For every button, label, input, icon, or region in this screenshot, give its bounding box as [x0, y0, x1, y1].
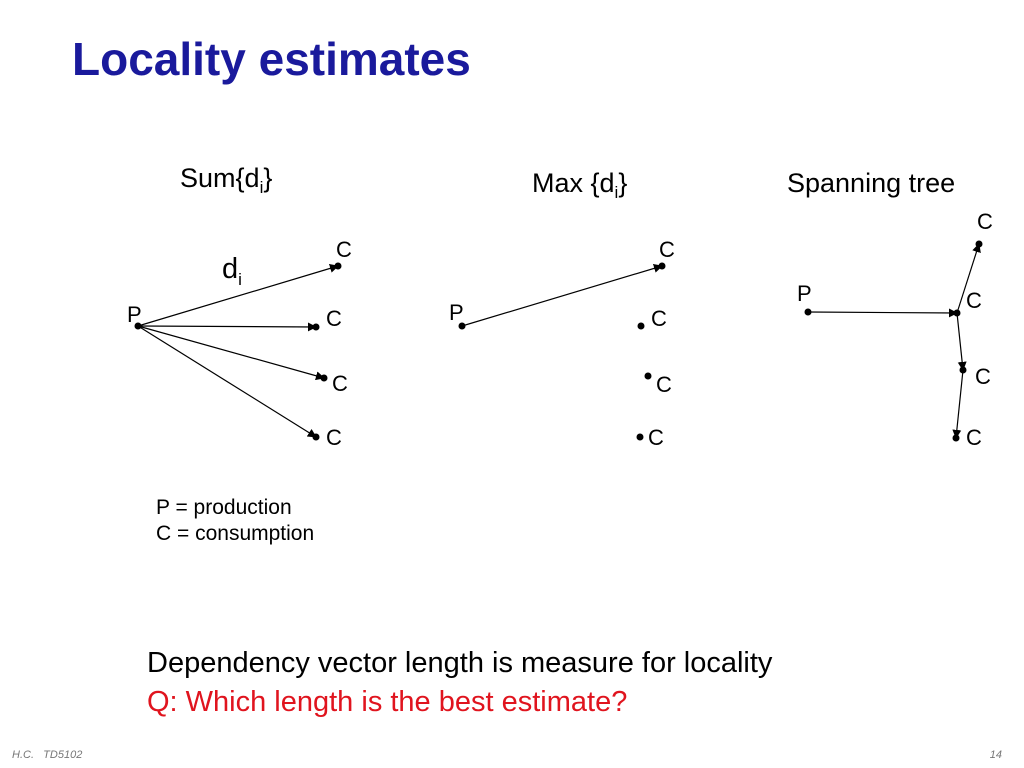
node-c [637, 322, 645, 330]
footer-author: H.C. [12, 749, 34, 761]
node-label-c: C [966, 425, 982, 450]
node-label-p: P [797, 281, 812, 306]
node-label-c: C [651, 306, 667, 331]
edge-p-c1 [137, 264, 339, 327]
panel-label-max: Max {di} [532, 168, 627, 202]
node-c [959, 366, 967, 374]
sum-panel: di P C C C C [127, 237, 352, 450]
edge-p-c4 [137, 325, 317, 438]
edge-p-hub [807, 308, 958, 318]
panel-label-spanning-tree: Spanning tree [787, 168, 955, 198]
node-label-c: C [336, 237, 352, 262]
edge-mid-bottom [952, 369, 964, 439]
edge-hub-top [956, 243, 981, 314]
node-label-c: C [326, 306, 342, 331]
legend-production: P = production [156, 496, 292, 519]
node-label-c: C [332, 371, 348, 396]
statement-line: Dependency vector length is measure for … [147, 647, 773, 679]
edge-hub-mid [956, 312, 967, 371]
node-label-c: C [975, 364, 991, 389]
node-c [975, 240, 983, 248]
node-label-c: C [656, 372, 672, 397]
edge-label-di: di [222, 253, 242, 289]
max-panel: P C C C C [449, 237, 675, 450]
node-c [636, 433, 644, 441]
statement: Dependency vector length is measure for … [147, 644, 772, 722]
edge-p-c3 [137, 325, 325, 381]
node-c [320, 374, 328, 382]
footer-course: TD5102 [43, 749, 83, 761]
node-c [334, 262, 342, 270]
question-line: Q: Which length is the best estimate? [147, 686, 628, 718]
edge-p-c2 [137, 322, 317, 332]
node-label-c: C [648, 425, 664, 450]
footer-credit: H.C. TD5102 [12, 749, 82, 761]
node-label-c: C [659, 237, 675, 262]
panel-label-sum: Sum{di} [180, 163, 272, 197]
node-c [312, 433, 320, 441]
legend: P = production C = consumption [156, 495, 314, 547]
legend-consumption: C = consumption [156, 522, 315, 545]
node-label-c: C [966, 288, 982, 313]
node-label-c: C [326, 425, 342, 450]
node-c [953, 309, 961, 317]
spanning-tree-panel: P C C C C [797, 209, 993, 450]
node-c [312, 323, 320, 331]
node-c [644, 372, 652, 380]
edge-p-c-max [461, 264, 663, 327]
node-c [658, 262, 666, 270]
slide-title: Locality estimates [72, 33, 471, 85]
node-c [952, 434, 960, 442]
node-label-c: C [977, 209, 993, 234]
page-number: 14 [989, 749, 1002, 761]
node-label-p: P [449, 300, 464, 325]
node-label-p: P [127, 302, 142, 327]
